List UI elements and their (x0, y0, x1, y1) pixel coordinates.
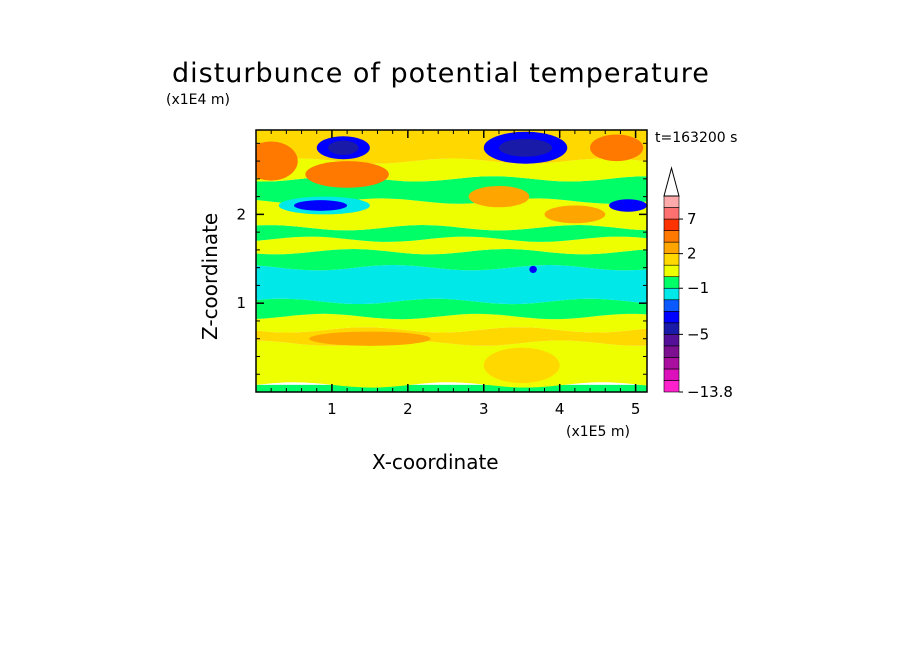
x-axis-label: X-coordinate (372, 450, 499, 474)
x-tick-label: 1 (327, 400, 337, 418)
heatmap-feature (305, 161, 389, 188)
heatmap-band (256, 298, 647, 320)
colorbar-swatch (663, 380, 680, 393)
y-tick-label: 2 (236, 205, 246, 223)
heatmap-field (256, 130, 647, 392)
heatmap-feature (609, 199, 647, 212)
colorbar-swatch (663, 299, 680, 312)
colorbar-tick-label: −13.8 (687, 383, 733, 401)
colorbar-arrow (663, 166, 680, 197)
heatmap-feature (328, 140, 359, 155)
colorbar-swatch (663, 264, 680, 278)
colorbar-swatch (663, 334, 680, 347)
colorbar-swatch (663, 207, 680, 220)
x-tick-label: 4 (555, 400, 565, 418)
heatmap-feature (256, 141, 298, 181)
heatmap-band (256, 384, 647, 392)
heatmap-band (256, 225, 647, 242)
colorbar-swatch (663, 310, 680, 324)
heatmap-feature (468, 185, 530, 208)
heatmap-feature (293, 200, 348, 211)
heatmap-band (256, 265, 647, 305)
heatmap-band (256, 130, 647, 164)
y-tick-label: 1 (236, 294, 246, 312)
colorbar-tick-label: 2 (687, 245, 697, 263)
y-scale-label: (x1E4 m) (166, 92, 230, 108)
heatmap-band (256, 313, 647, 333)
chart-title: disturbunce of potential temperature (172, 58, 710, 89)
colorbar-swatch (663, 322, 680, 335)
heatmap-band (256, 236, 647, 255)
colorbar-swatch (663, 368, 680, 381)
heatmap-feature (309, 331, 431, 346)
x-tick-label: 5 (631, 400, 641, 418)
colorbar-swatch (663, 287, 680, 301)
x-tick-label: 2 (403, 400, 413, 418)
colorbar-tick-label: −1 (687, 279, 709, 297)
colorbar-swatch (663, 276, 680, 289)
colorbar-tick-label: 7 (687, 210, 697, 228)
colorbar-swatch (663, 241, 680, 254)
colorbar-swatch (663, 345, 680, 358)
time-label: t=163200 s (655, 130, 738, 146)
heatmap-feature (483, 347, 560, 384)
colorbar-swatch (663, 230, 680, 243)
heatmap-feature (544, 205, 606, 224)
heatmap-feature (529, 265, 537, 273)
heatmap-feature (590, 134, 644, 162)
heatmap-band (256, 340, 647, 388)
colorbar-swatch (663, 218, 680, 231)
heatmap-feature (498, 138, 553, 157)
heatmap-band (256, 249, 647, 271)
colorbar-swatch (663, 195, 680, 208)
colorbar-swatch (663, 357, 680, 370)
colorbar-tick-label: −5 (687, 325, 709, 343)
x-scale-label: (x1E5 m) (566, 424, 630, 440)
x-tick-label: 3 (479, 400, 489, 418)
plot-frame (255, 129, 648, 393)
colorbar-swatch (663, 253, 680, 266)
